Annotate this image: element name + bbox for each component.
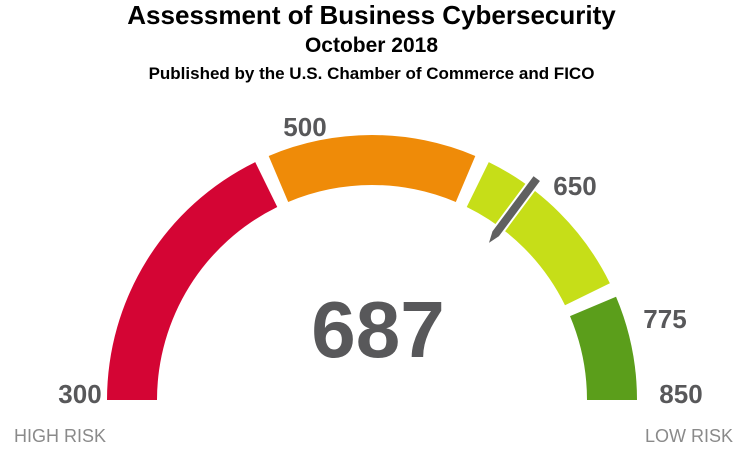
gauge-needle (485, 173, 543, 248)
chart-subtitle: October 2018 (304, 34, 439, 57)
gauge-value: 687 (311, 285, 444, 374)
tick-label-850: 850 (659, 379, 702, 409)
gauge-segment-775-850 (569, 296, 637, 400)
low-risk-label: LOW RISK (645, 426, 733, 446)
tick-label-300: 300 (58, 379, 101, 409)
gauge-segment-300-500 (107, 162, 278, 400)
tick-label-650: 650 (553, 171, 596, 201)
high-risk-label: HIGH RISK (14, 426, 106, 446)
gauge-segment-500-650 (268, 135, 476, 203)
tick-label-500: 500 (283, 112, 326, 142)
chart-source: Published by the U.S. Chamber of Commerc… (148, 64, 595, 83)
tick-label-775: 775 (643, 304, 686, 334)
gauge-segment-650-775 (466, 162, 610, 306)
chart-title: Assessment of Business Cybersecurity (127, 0, 616, 30)
